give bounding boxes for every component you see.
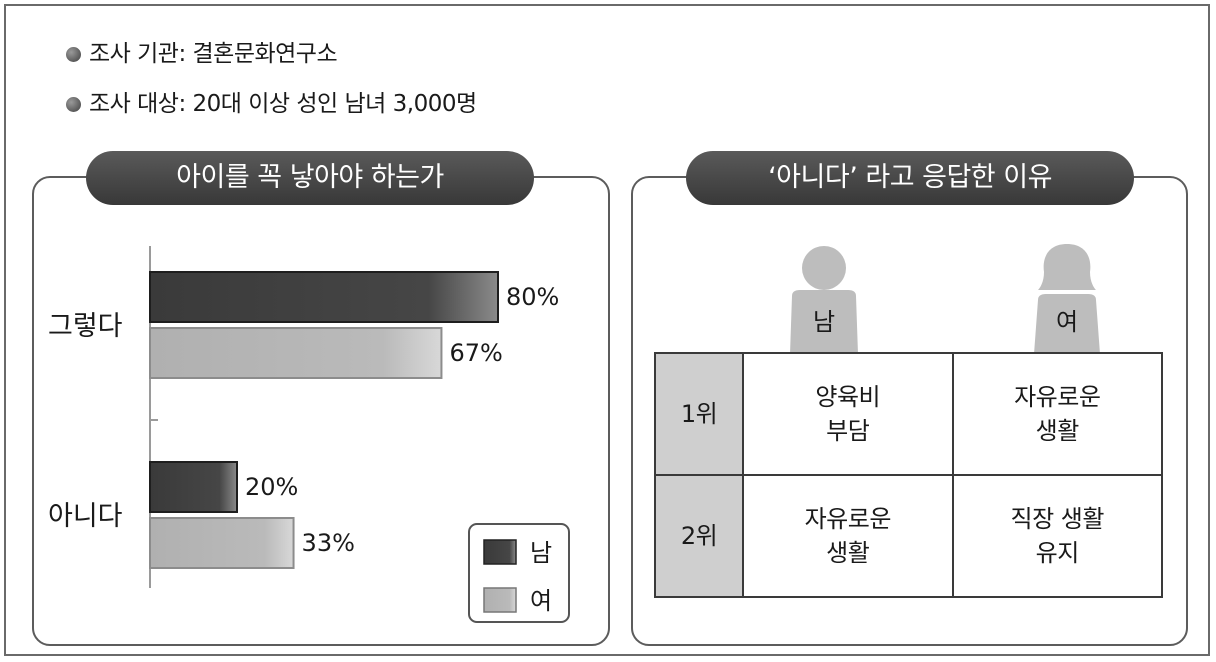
- data-label: 20%: [245, 473, 298, 501]
- info-agency-text: 조사 기관: 결혼문화연구소: [89, 41, 338, 67]
- female-reason-text: 자유로운 생활: [1014, 383, 1101, 445]
- table-row: 1위 양육비 부담 자유로운 생활: [654, 352, 1163, 476]
- chart-title: 아이를 꼭 낳아야 하는가: [86, 151, 534, 205]
- male-reason-text: 자유로운 생활: [804, 505, 892, 567]
- reasons-table: 1위 양육비 부담 자유로운 생활 2위 자유로운 생활 직장 생활 유지: [654, 352, 1163, 598]
- female-reason-text: 직장 생활 유지: [1010, 505, 1105, 567]
- info-target-text: 조사 대상: 20대 이상 성인 남녀 3,000명: [89, 91, 477, 117]
- male-icon: 남: [790, 246, 858, 354]
- data-label: 67%: [449, 339, 502, 367]
- female-reason-cell: 자유로운 생활: [951, 352, 1163, 476]
- legend-label-female: 여: [530, 587, 552, 615]
- bar-male: [149, 271, 499, 323]
- table-row: 2위 자유로운 생활 직장 생활 유지: [654, 474, 1163, 598]
- reasons-title: ‘아니다’ 라고 응답한 이유: [686, 151, 1134, 205]
- info-agency: 조사 기관: 결혼문화연구소: [66, 34, 338, 68]
- bar-female: [149, 327, 443, 379]
- outer-frame: [4, 4, 1210, 656]
- bar-female: [149, 517, 295, 569]
- female-icon: 여: [1034, 244, 1100, 354]
- female-icon-label: 여: [1056, 308, 1078, 336]
- male-reason-text: 양육비 부담: [815, 383, 881, 445]
- category-label: 아니다: [48, 501, 123, 532]
- category-label: 그렇다: [48, 311, 123, 342]
- legend-label-male: 남: [530, 539, 552, 567]
- data-label: 33%: [302, 529, 355, 557]
- legend-swatch-female: [483, 587, 517, 613]
- female-reason-cell: 직장 생활 유지: [951, 474, 1163, 598]
- male-icon-label: 남: [813, 308, 835, 336]
- data-label: 80%: [506, 283, 559, 311]
- legend-swatch-male: [483, 539, 517, 565]
- info-target: 조사 대상: 20대 이상 성인 남녀 3,000명: [66, 84, 477, 118]
- rank-cell: 2위: [654, 474, 744, 598]
- rank-cell: 1위: [654, 352, 744, 476]
- bar-male: [149, 461, 238, 513]
- bullet-icon: [66, 47, 81, 62]
- bullet-icon: [66, 97, 81, 112]
- male-reason-cell: 양육비 부담: [742, 352, 954, 476]
- male-reason-cell: 자유로운 생활: [742, 474, 954, 598]
